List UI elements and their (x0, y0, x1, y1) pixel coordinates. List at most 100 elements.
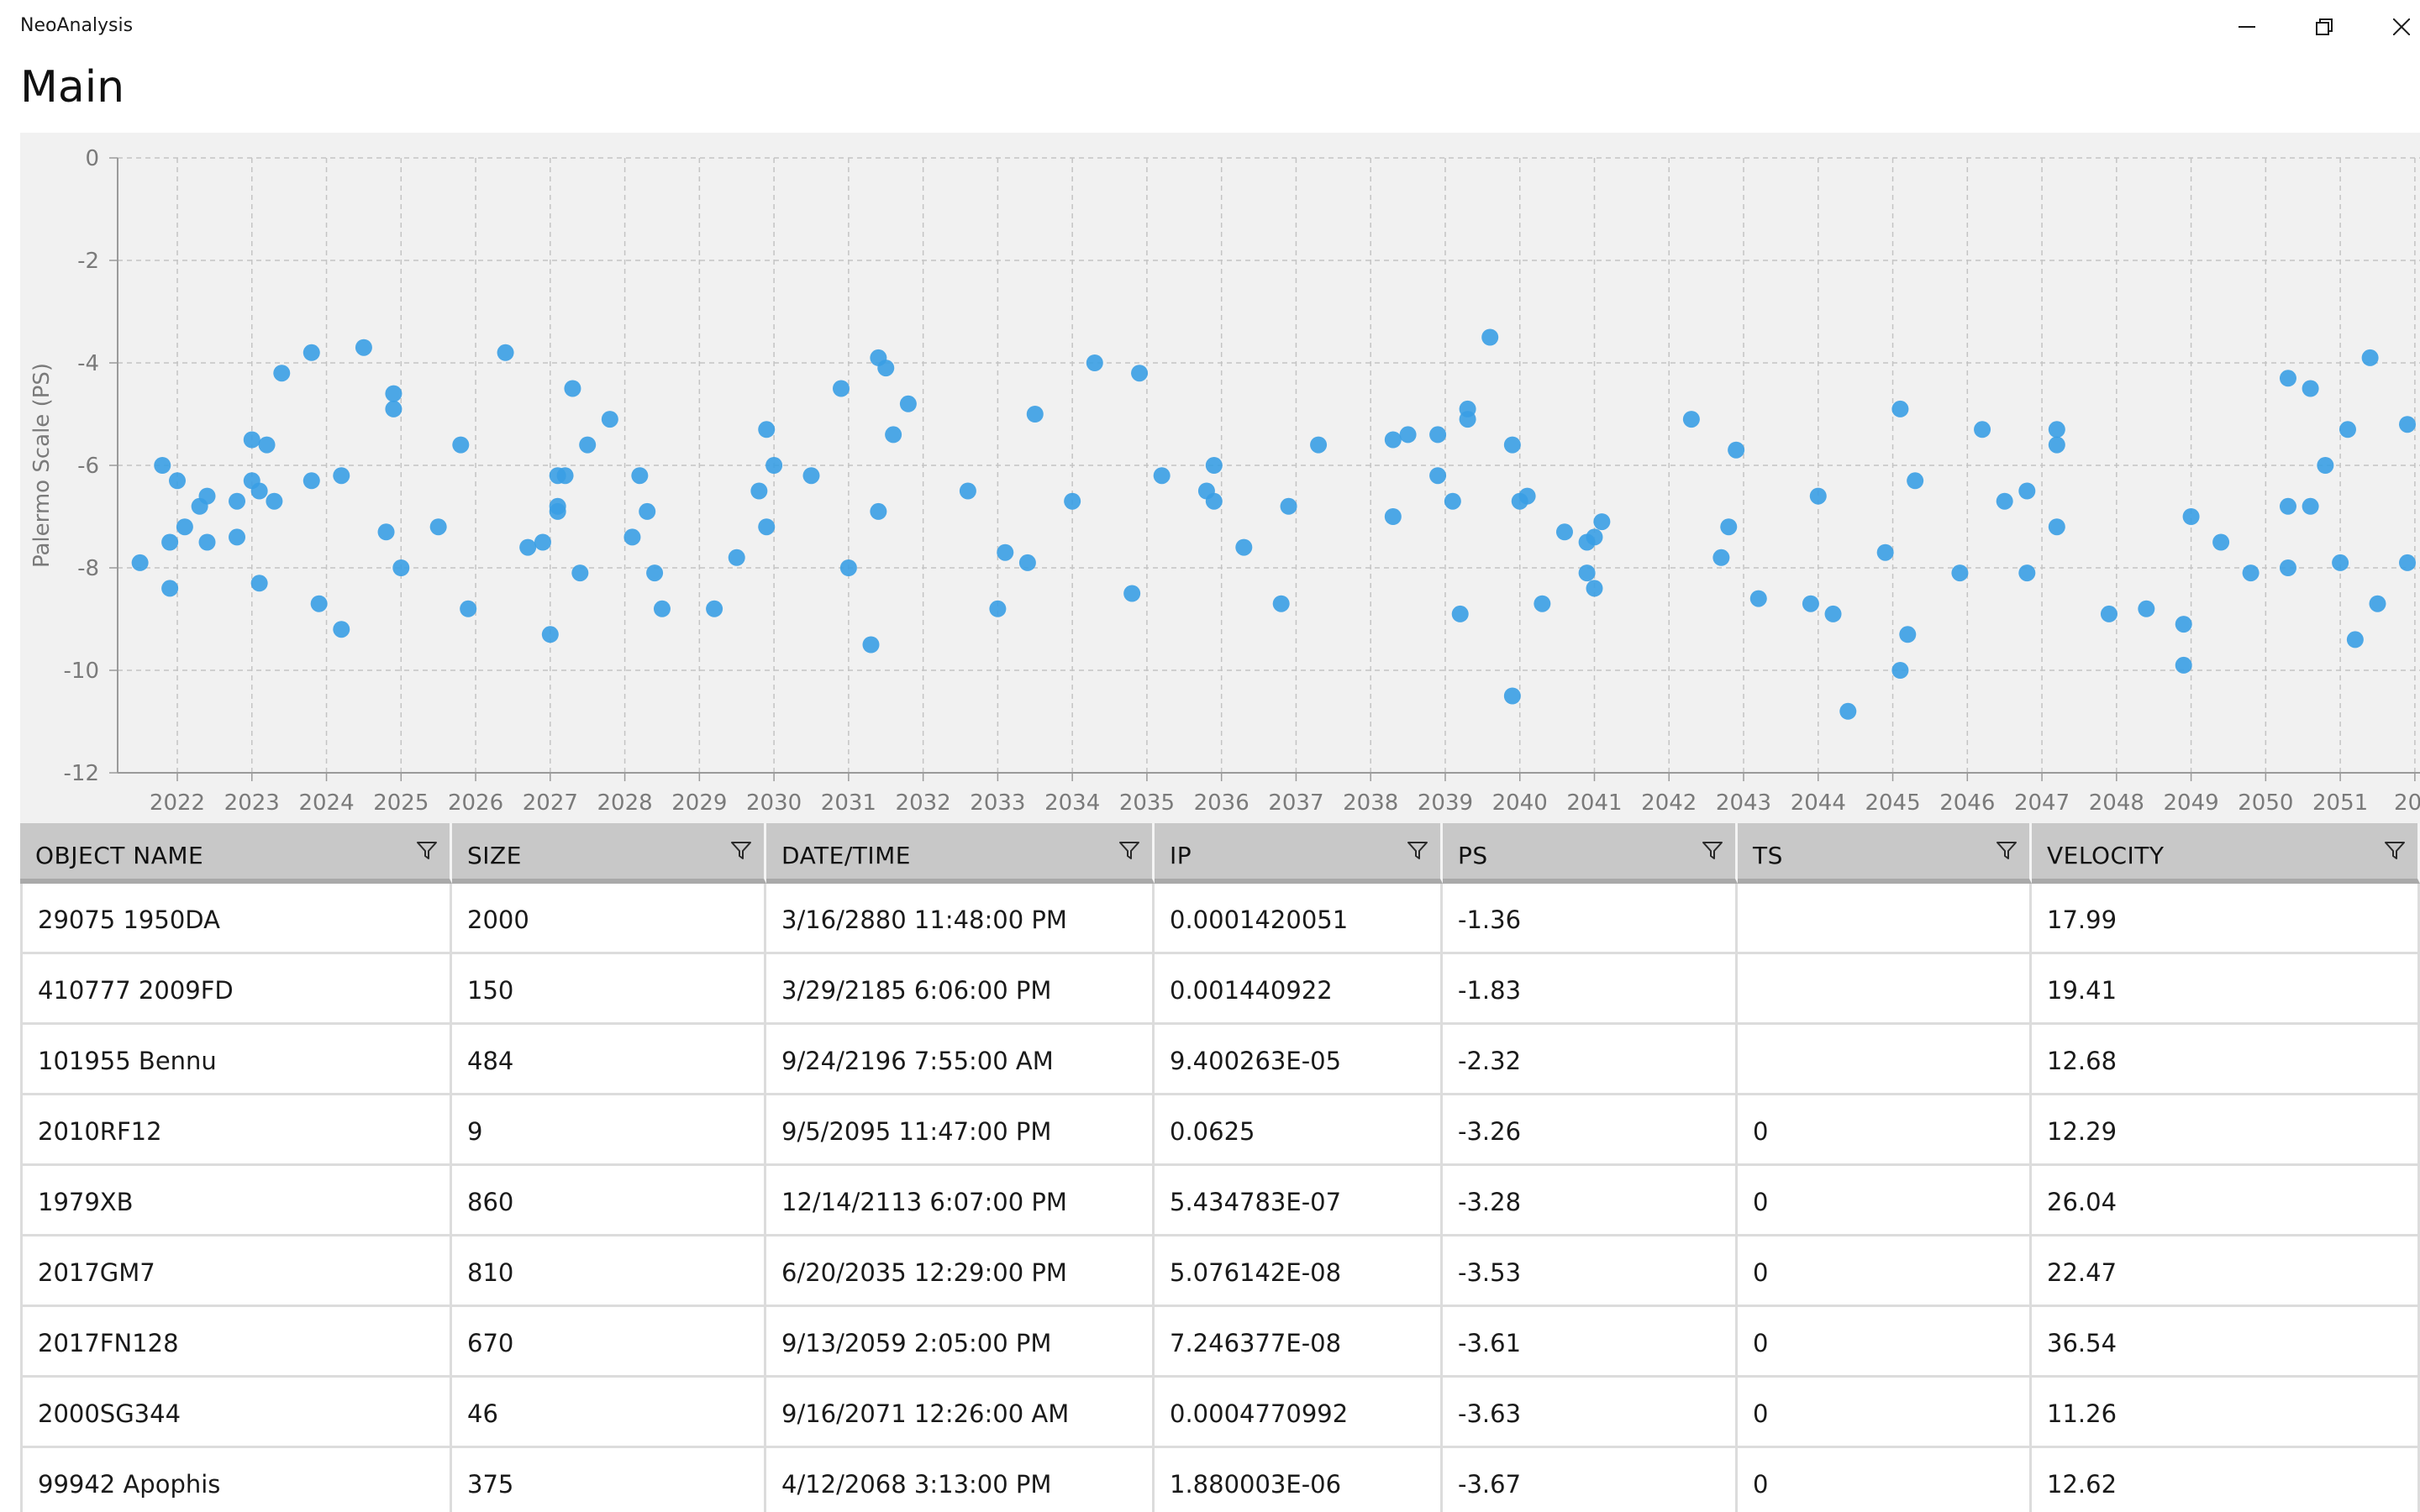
table-row[interactable]: 2000SG344 46 9/16/2071 12:26:00 AM 0.000477… (20, 1378, 2420, 1448)
cell-velocity[interactable]: 36.54 (2032, 1307, 2420, 1378)
cell-ip[interactable]: 0.0625 (1155, 1095, 1443, 1166)
cell-size[interactable]: 810 (452, 1236, 766, 1307)
data-point[interactable] (2369, 595, 2386, 612)
data-point[interactable] (1503, 687, 1521, 705)
table-row[interactable]: 2017FN128 670 9/13/2059 2:05:00 PM 7.246377… (20, 1307, 2420, 1378)
data-point[interactable] (631, 467, 649, 485)
data-point[interactable] (1280, 497, 1297, 515)
table-row[interactable]: 2010RF12 9 9/5/2095 11:47:00 PM 0.0625 -3.26… (20, 1095, 2420, 1166)
table-row[interactable]: 101955 Bennu 484 9/24/2196 7:55:00 AM 9.400… (20, 1025, 2420, 1095)
cell-ps[interactable]: -3.26 (1443, 1095, 1738, 1166)
data-point[interactable] (310, 595, 328, 612)
cell-ps[interactable]: -3.63 (1443, 1378, 1738, 1448)
data-point[interactable] (243, 431, 260, 449)
cell-size[interactable]: 375 (452, 1448, 766, 1512)
data-point[interactable] (333, 621, 350, 638)
data-point[interactable] (1876, 543, 1894, 561)
data-point[interactable] (229, 492, 246, 510)
data-point[interactable] (2138, 600, 2155, 617)
data-point[interactable] (2279, 497, 2296, 515)
data-point[interactable] (541, 626, 559, 643)
data-point[interactable] (1891, 662, 1909, 679)
data-point[interactable] (266, 492, 283, 510)
data-point[interactable] (959, 482, 976, 500)
filter-icon[interactable] (416, 840, 438, 865)
cell-velocity[interactable]: 12.29 (2032, 1095, 2420, 1166)
cell-ts[interactable]: 0 (1738, 1166, 2032, 1236)
data-point[interactable] (1459, 411, 1476, 428)
cell-ps[interactable]: -3.67 (1443, 1448, 1738, 1512)
cell-size[interactable]: 150 (452, 954, 766, 1025)
data-point[interactable] (1429, 426, 1447, 444)
data-point[interactable] (885, 426, 902, 444)
data-point[interactable] (646, 564, 664, 582)
data-point[interactable] (706, 600, 723, 617)
data-point[interactable] (2346, 631, 2364, 648)
cell-date-time[interactable]: 4/12/2068 3:13:00 PM (766, 1448, 1155, 1512)
cell-velocity[interactable]: 19.41 (2032, 954, 2420, 1025)
data-point[interactable] (2302, 497, 2319, 515)
cell-ip[interactable]: 0.0001420051 (1155, 884, 1443, 954)
cell-ps[interactable]: -3.53 (1443, 1236, 1738, 1307)
data-point[interactable] (1974, 421, 1991, 438)
data-point[interactable] (1996, 492, 2013, 510)
cell-velocity[interactable]: 26.04 (2032, 1166, 2420, 1236)
table-row[interactable]: 2017GM7 810 6/20/2035 12:29:00 PM 5.076142E… (20, 1236, 2420, 1307)
data-point[interactable] (1593, 513, 1611, 531)
cell-object-name[interactable]: 2010RF12 (20, 1095, 452, 1166)
cell-ip[interactable]: 7.246377E-08 (1155, 1307, 1443, 1378)
data-point[interactable] (258, 436, 276, 454)
data-point[interactable] (1026, 406, 1044, 423)
cell-size[interactable]: 670 (452, 1307, 766, 1378)
cell-object-name[interactable]: 101955 Bennu (20, 1025, 452, 1095)
data-point[interactable] (877, 360, 895, 377)
data-point[interactable] (1578, 564, 1596, 582)
cell-ts[interactable]: 0 (1738, 1095, 2032, 1166)
data-grid[interactable]: OBJECT NAME SIZE DATE/TIME IP PS TS VELOCITY 2… (20, 823, 2420, 1512)
filter-icon[interactable] (730, 840, 752, 865)
data-point[interactable] (1824, 605, 1842, 622)
data-point[interactable] (452, 436, 470, 454)
cell-ts[interactable]: 0 (1738, 1236, 2032, 1307)
filter-icon[interactable] (1996, 840, 2018, 865)
filter-icon[interactable] (1407, 840, 1428, 865)
data-point[interactable] (250, 575, 268, 592)
cell-ts[interactable] (1738, 1025, 2032, 1095)
column-header-date-time[interactable]: DATE/TIME (766, 823, 1155, 884)
data-point[interactable] (639, 502, 656, 520)
cell-ps[interactable]: -2.32 (1443, 1025, 1738, 1095)
cell-date-time[interactable]: 12/14/2113 6:07:00 PM (766, 1166, 1155, 1236)
data-point[interactable] (2018, 564, 2036, 582)
data-point[interactable] (1153, 467, 1171, 485)
cell-date-time[interactable]: 3/29/2185 6:06:00 PM (766, 954, 1155, 1025)
cell-velocity[interactable]: 22.47 (2032, 1236, 2420, 1307)
cell-size[interactable]: 484 (452, 1025, 766, 1095)
data-point[interactable] (1123, 585, 1141, 602)
data-point[interactable] (2317, 457, 2334, 474)
data-point[interactable] (750, 482, 768, 500)
data-point[interactable] (1018, 554, 1036, 571)
cell-ip[interactable]: 0.001440922 (1155, 954, 1443, 1025)
data-point[interactable] (2279, 559, 2296, 576)
data-point[interactable] (1712, 549, 1730, 566)
data-point[interactable] (497, 344, 514, 361)
cell-velocity[interactable]: 12.62 (2032, 1448, 2420, 1512)
cell-size[interactable]: 860 (452, 1166, 766, 1236)
data-point[interactable] (1555, 523, 1573, 541)
data-point[interactable] (1503, 436, 1521, 454)
data-point[interactable] (2100, 605, 2118, 622)
minimize-button[interactable] (2208, 0, 2286, 54)
data-point[interactable] (1384, 508, 1402, 525)
data-point[interactable] (161, 580, 179, 597)
cell-velocity[interactable]: 11.26 (2032, 1378, 2420, 1448)
data-point[interactable] (392, 559, 410, 576)
data-point[interactable] (1682, 411, 1700, 428)
data-point[interactable] (2279, 370, 2296, 387)
cell-size[interactable]: 2000 (452, 884, 766, 954)
data-point[interactable] (601, 411, 618, 428)
data-point[interactable] (2048, 518, 2065, 536)
data-point[interactable] (1451, 605, 1469, 622)
cell-ip[interactable]: 0.0004770992 (1155, 1378, 1443, 1448)
data-point[interactable] (2242, 564, 2260, 582)
data-point[interactable] (728, 549, 745, 566)
